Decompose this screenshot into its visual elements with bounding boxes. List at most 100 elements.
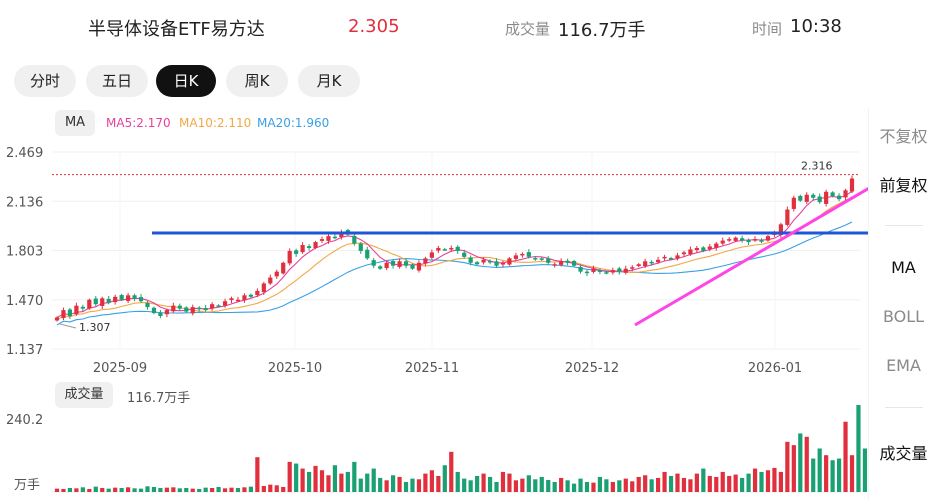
candle-body xyxy=(830,192,835,197)
volume-bar xyxy=(410,478,415,492)
candle-body xyxy=(365,249,370,259)
candle-body xyxy=(222,301,228,306)
option-volume[interactable]: 成交量 xyxy=(879,444,928,463)
option-no-adjust[interactable]: 不复权 xyxy=(879,127,928,146)
candle-body xyxy=(623,268,628,273)
candle-body xyxy=(80,306,85,309)
volume-bar xyxy=(662,471,667,492)
volume-bar xyxy=(319,470,325,492)
candle-body xyxy=(843,190,848,198)
candle-body xyxy=(87,299,92,309)
volume-bar xyxy=(132,488,137,492)
volume-indicator-value: 116.7万手 xyxy=(127,391,191,406)
volume-bar xyxy=(287,461,292,492)
candle-body xyxy=(384,262,389,269)
volume-bar xyxy=(449,451,454,492)
volume-bar xyxy=(177,488,182,492)
volume-bar xyxy=(229,487,234,492)
candle-body xyxy=(177,305,182,309)
candle-body xyxy=(727,239,732,241)
volume-bar xyxy=(475,475,480,492)
candle-body xyxy=(164,310,169,315)
volume-bar xyxy=(856,405,861,492)
volume-bar xyxy=(100,487,105,492)
candle-body xyxy=(791,197,796,209)
volume-bar xyxy=(830,460,835,492)
x-axis-label: 2025-09 xyxy=(93,361,147,376)
candle-body xyxy=(268,277,273,284)
indicator-select-button[interactable]: MA xyxy=(55,110,95,136)
volume-bar xyxy=(74,488,79,492)
candle-body xyxy=(714,243,719,248)
candle-body xyxy=(552,264,557,266)
candle-body xyxy=(138,297,144,302)
option-ema[interactable]: EMA xyxy=(886,356,921,375)
volume-bar xyxy=(371,468,376,492)
volume-bar xyxy=(171,487,176,492)
x-axis-label: 2026-01 xyxy=(748,361,802,376)
candle-body xyxy=(158,312,163,317)
volume-bar xyxy=(158,487,163,492)
candle-body xyxy=(326,236,331,241)
tab-five-day[interactable]: 五日 xyxy=(86,65,148,97)
tab-intraday[interactable]: 分时 xyxy=(14,65,76,97)
volume-bar xyxy=(397,476,402,492)
volume-bar xyxy=(740,477,745,492)
candle-body xyxy=(765,236,771,241)
y-axis-label: 2.136 xyxy=(6,195,43,210)
volume-bar xyxy=(345,471,350,492)
tab-monthly-k[interactable]: 月K xyxy=(298,65,360,97)
volume-bar xyxy=(707,475,712,492)
volume-bar xyxy=(597,476,603,492)
volume-bar xyxy=(643,475,648,492)
candle-body xyxy=(824,191,829,204)
candle-body xyxy=(610,270,615,273)
volume-bar xyxy=(106,488,111,492)
candle-body xyxy=(759,240,764,242)
volume-bar xyxy=(365,473,370,492)
candle-body xyxy=(746,239,751,243)
volume-bar xyxy=(306,471,312,492)
option-forward-adjust[interactable]: 前复权 xyxy=(879,176,928,195)
candle-body xyxy=(132,295,137,299)
volume-bar xyxy=(352,461,357,492)
volume-bar xyxy=(655,477,661,492)
candle-body xyxy=(190,307,195,314)
candle-body xyxy=(371,260,376,266)
candle-body xyxy=(429,252,434,258)
volume-bar xyxy=(500,471,506,492)
volume-bar xyxy=(727,475,732,492)
candle-body xyxy=(449,247,454,250)
volume-bar xyxy=(281,486,286,492)
candle-body xyxy=(507,258,512,265)
volume-bar xyxy=(61,488,66,492)
volume-bar xyxy=(746,473,751,492)
time-value: 10:38 xyxy=(790,16,842,37)
volume-bar xyxy=(429,470,434,492)
candle-body xyxy=(571,261,577,266)
volume-bar xyxy=(423,473,428,492)
volume-indicator-button[interactable]: 成交量 xyxy=(55,382,113,408)
volume-bar xyxy=(487,476,493,492)
tab-daily-k[interactable]: 日K xyxy=(156,65,216,97)
volume-bar xyxy=(565,480,570,492)
volume-bar xyxy=(67,487,73,492)
volume-bar xyxy=(610,481,615,492)
candle-body xyxy=(294,250,299,254)
volume-bar xyxy=(636,476,641,492)
option-ma[interactable]: MA xyxy=(891,258,916,277)
candle-body xyxy=(442,249,447,251)
candle-body xyxy=(274,271,279,277)
tab-weekly-k[interactable]: 周K xyxy=(226,65,288,97)
candle-body xyxy=(675,255,680,259)
candle-body xyxy=(707,246,712,250)
volume-bar xyxy=(849,455,855,492)
candle-body xyxy=(261,283,266,293)
candle-body xyxy=(171,305,176,312)
option-boll[interactable]: BOLL xyxy=(882,307,925,326)
volume-bar xyxy=(507,473,512,492)
kline-chart[interactable]: 2.469 2.136 1.803 1.470 1.137 2025-09 2025-10 2… xyxy=(0,0,868,500)
volume-bar xyxy=(197,488,202,492)
candle-body xyxy=(468,257,473,263)
volume-bar xyxy=(416,479,422,492)
